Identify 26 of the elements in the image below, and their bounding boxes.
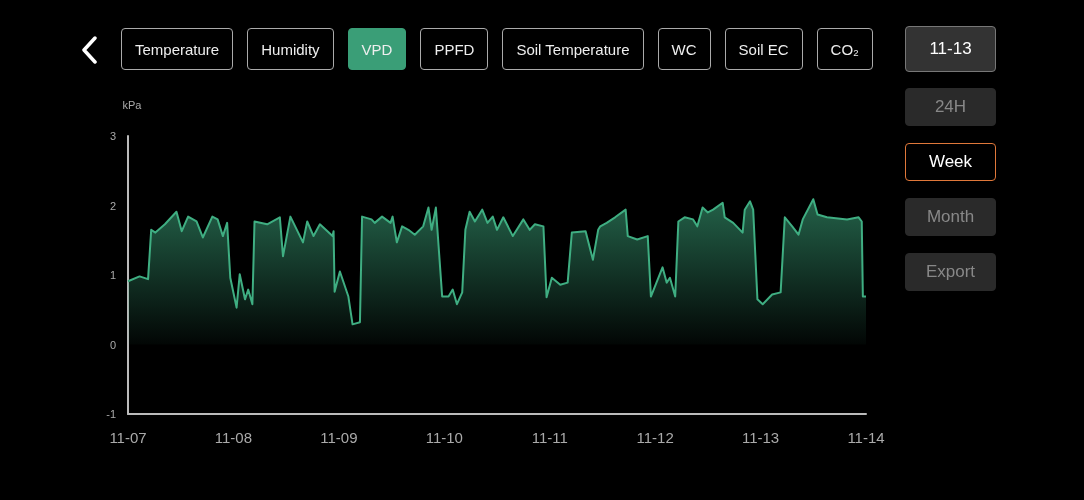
- x-tick-label: 11-11: [531, 429, 568, 446]
- y-tick-label: 2: [109, 199, 116, 212]
- y-tick-label: 1: [109, 269, 116, 281]
- range-button[interactable]: 24H: [905, 88, 996, 126]
- tab-button[interactable]: Soil Temperature: [502, 28, 644, 70]
- tab-button[interactable]: Soil EC: [724, 28, 803, 70]
- tab-button[interactable]: Humidity: [247, 28, 334, 70]
- range-button[interactable]: Export: [905, 253, 996, 291]
- date-button[interactable]: 11-13: [905, 26, 996, 72]
- y-tick-label: -1: [106, 408, 116, 420]
- tab-button[interactable]: Temperature: [121, 28, 234, 70]
- y-axis-title: kPa: [122, 98, 143, 111]
- x-tick-label: 11-07: [109, 429, 147, 446]
- x-tick-label: 11-10: [425, 429, 463, 446]
- tab-button[interactable]: WC: [657, 28, 711, 70]
- x-tick-label: 11-12: [636, 429, 674, 446]
- x-tick-label: 11-09: [320, 429, 358, 446]
- tab-button[interactable]: PPFD: [420, 28, 489, 70]
- y-tick-label: 3: [109, 130, 116, 142]
- tab-button[interactable]: CO₂: [816, 28, 873, 70]
- x-tick-label: 11-14: [847, 429, 885, 446]
- range-button[interactable]: Month: [905, 198, 996, 236]
- y-tick-label: 0: [109, 338, 116, 351]
- range-button[interactable]: Week: [905, 143, 996, 181]
- x-tick-label: 11-08: [214, 429, 253, 446]
- x-tick-label: 11-13: [741, 429, 780, 446]
